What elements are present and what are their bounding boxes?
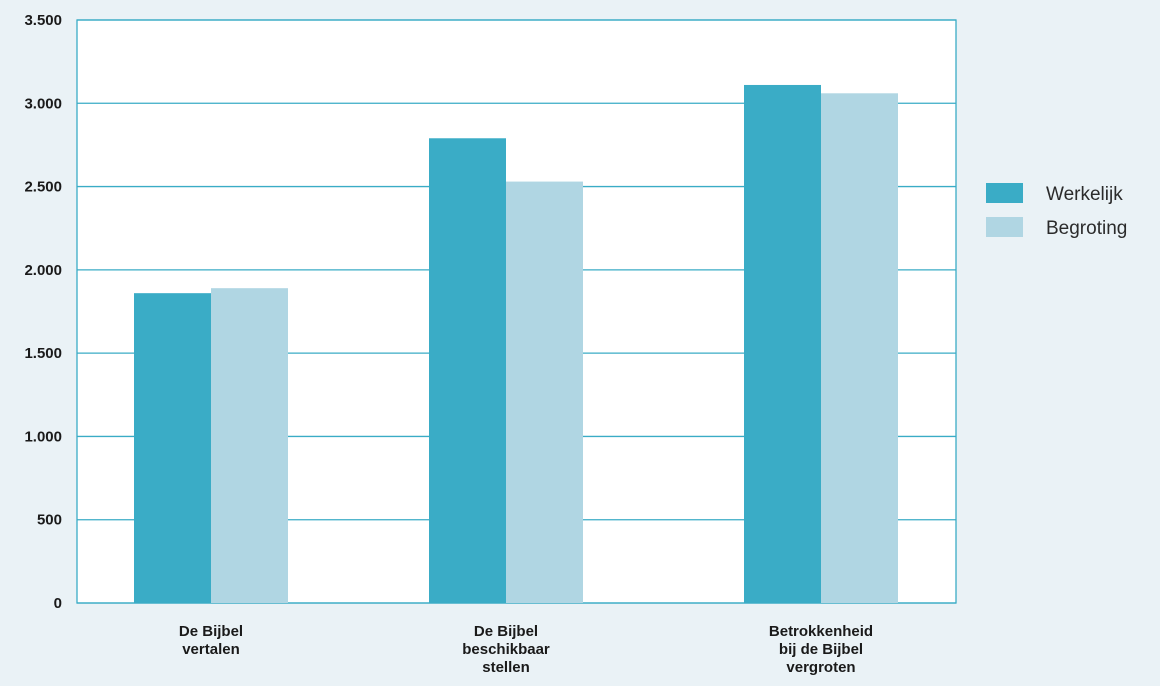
y-tick-label: 2.500 [24,179,62,196]
legend-label-begroting: Begroting [1046,218,1127,239]
x-category-label-line: bij de Bijbel [779,641,863,658]
x-category-label-line: De Bijbel [474,623,538,640]
legend-label-werkelijk: Werkelijk [1046,184,1123,205]
legend-swatch-werkelijk [986,183,1023,203]
bar-werkelijk-1 [429,138,506,603]
x-category-label: De Bijbel beschikbaar stellen [462,623,550,676]
y-tick-label: 3.000 [24,95,62,112]
legend-swatch-begroting [986,217,1023,237]
y-tick-label: 2.000 [24,262,62,279]
x-category-label-line: Betrokkenheid [769,623,873,640]
y-tick-label: 3.500 [24,12,62,29]
x-category-label-line: De Bijbel [179,623,243,640]
y-tick-label: 500 [37,512,62,529]
x-category-label-line: vertalen [182,641,240,658]
x-category-label: Betrokkenheid bij de Bijbel vergroten [769,623,873,676]
x-category-label-line: vergroten [786,659,855,676]
x-category-label: De Bijbel vertalen [179,623,243,658]
y-tick-label: 0 [54,595,62,612]
bar-begroting-0 [211,288,288,603]
bar-begroting-1 [506,181,583,603]
y-tick-label: 1.000 [24,428,62,445]
x-category-label-line: beschikbaar [462,641,550,658]
y-tick-label: 1.500 [24,345,62,362]
x-category-label-line: stellen [482,659,530,676]
bar-begroting-2 [821,93,898,603]
bar-werkelijk-0 [134,293,211,603]
bar-werkelijk-2 [744,84,821,603]
